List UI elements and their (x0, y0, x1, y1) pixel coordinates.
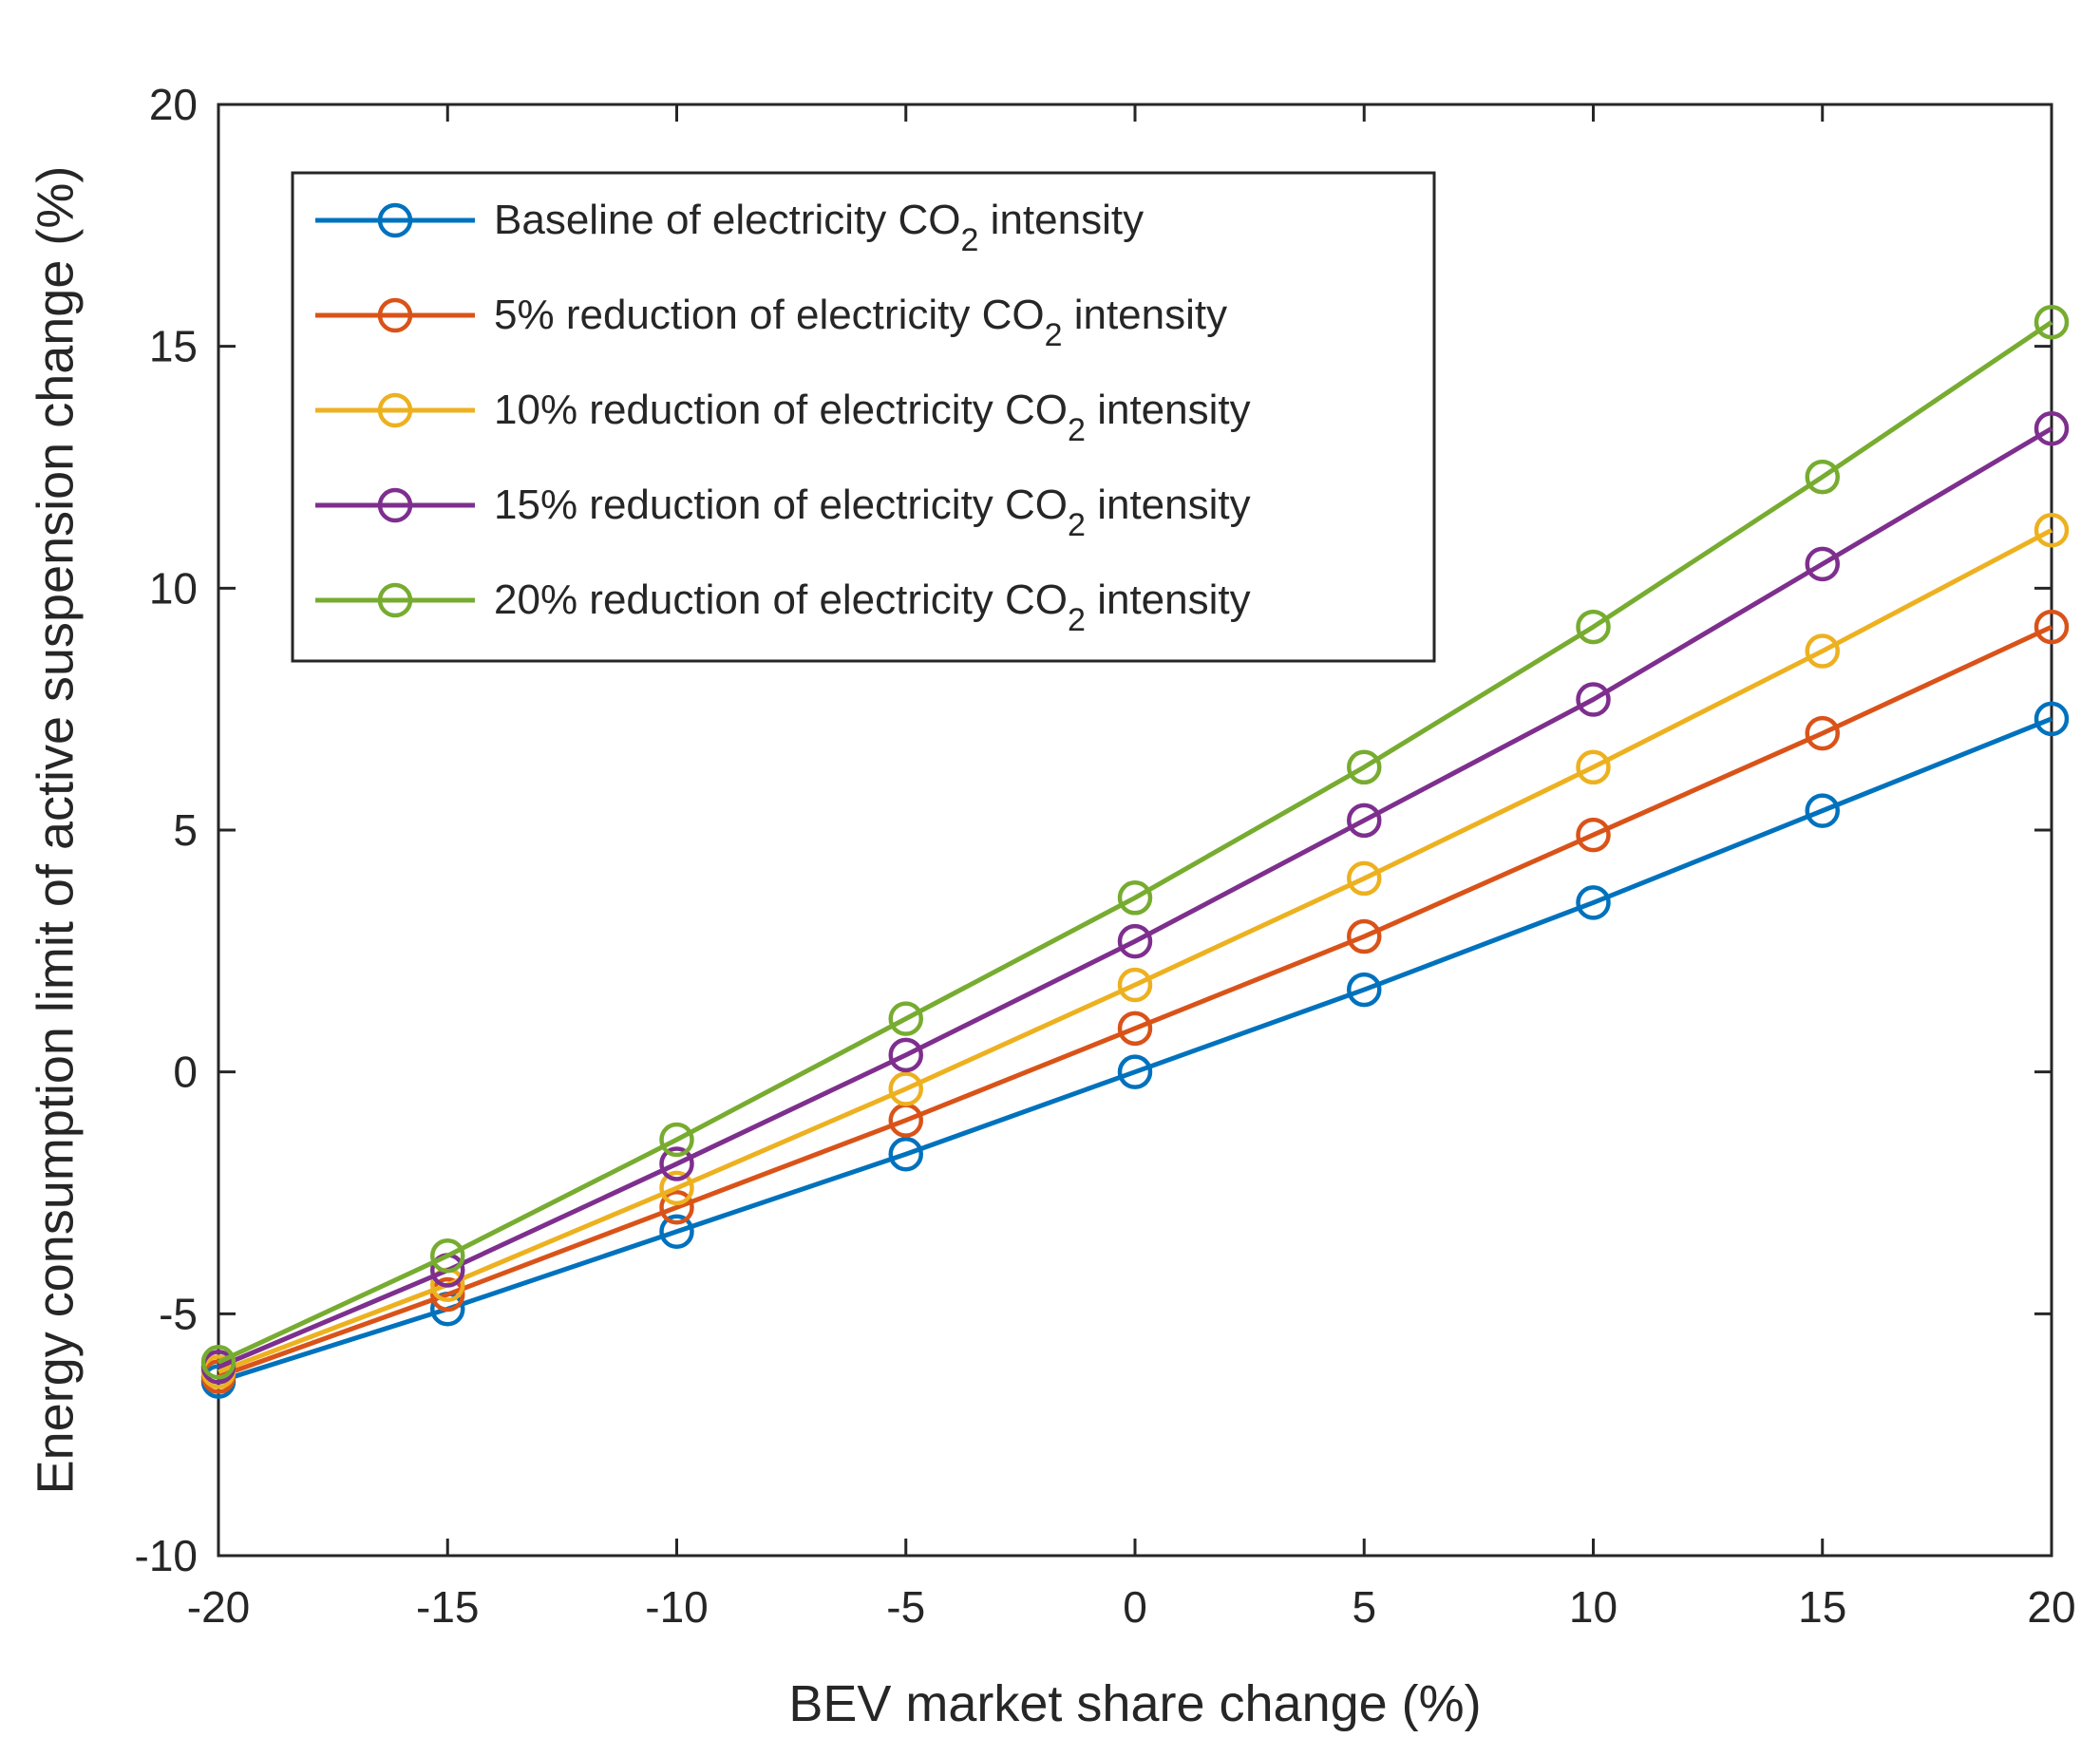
data-point (888, 1037, 923, 1073)
legend-label-suffix: intensity (1062, 292, 1227, 338)
x-tick-label: -15 (416, 1582, 479, 1632)
legend-marker (377, 487, 413, 523)
legend-label: 15% reduction of electricity CO2 intensi… (494, 482, 1251, 543)
data-point (659, 1122, 694, 1158)
data-point (1576, 817, 1611, 853)
data-point (1117, 1011, 1153, 1047)
data-point (1805, 793, 1840, 828)
data-point (2034, 609, 2070, 645)
legend-box (291, 171, 1436, 663)
series-layer (200, 304, 2070, 1399)
legend-label-subscript: 2 (1068, 507, 1086, 543)
series-3 (200, 411, 2070, 1385)
legend-label: 20% reduction of electricity CO2 intensi… (494, 576, 1251, 638)
legend-marker (377, 297, 413, 333)
legend-marker (377, 582, 413, 618)
legend-label-main: Baseline of electricity CO (494, 197, 961, 243)
y-tick-label: 5 (173, 805, 198, 855)
y-tick-label: 15 (149, 322, 198, 371)
data-point (1347, 803, 1382, 839)
x-tick-label: -10 (645, 1582, 708, 1632)
series-line (218, 716, 2053, 1385)
data-point (1805, 633, 1840, 669)
y-tick-label: 0 (173, 1048, 198, 1097)
x-tick-label: 15 (1798, 1582, 1846, 1632)
data-point (888, 1071, 923, 1106)
legend-label-subscript: 2 (961, 222, 979, 258)
data-point (659, 1146, 694, 1181)
data-point (1347, 972, 1382, 1008)
legend-label-suffix: intensity (1086, 482, 1251, 528)
data-point (1576, 885, 1611, 920)
x-tick-label: 5 (1352, 1582, 1376, 1632)
data-point (888, 1137, 923, 1172)
data-point (1576, 682, 1611, 717)
legend-label: 5% reduction of electricity CO2 intensit… (494, 292, 1227, 353)
data-point (430, 1276, 465, 1313)
legend-label-suffix: intensity (1086, 387, 1251, 433)
data-point (2034, 411, 2070, 446)
x-axis: -20 -15 -10 -5 0 5 10 15 20 (187, 104, 2076, 1632)
legend: Baseline of electricity CO2 intensity5% … (291, 171, 1436, 663)
legend-item: 20% reduction of electricity CO2 intensi… (315, 576, 1251, 638)
y-axis: -10 -5 0 5 10 15 20 (135, 80, 2052, 1580)
data-point (1117, 967, 1153, 1003)
legend-item: 10% reduction of electricity CO2 intensi… (315, 387, 1251, 448)
y-axis-title: Energy consumption limit of active suspe… (27, 166, 84, 1495)
data-point (1347, 860, 1382, 897)
data-point (1347, 918, 1382, 954)
legend-marker (377, 392, 413, 428)
legend-label-subscript: 2 (1068, 602, 1086, 638)
series-line (218, 426, 2053, 1370)
legend-item: 5% reduction of electricity CO2 intensit… (315, 292, 1227, 353)
legend-item: 15% reduction of electricity CO2 intensi… (315, 482, 1251, 543)
legend-label-main: 15% reduction of electricity CO (494, 482, 1068, 528)
y-tick-label: -5 (159, 1289, 198, 1338)
data-point (2034, 304, 2070, 340)
legend-label-main: 10% reduction of electricity CO (494, 387, 1068, 433)
data-point (1805, 546, 1840, 582)
series-4 (200, 304, 2070, 1380)
legend-marker (377, 202, 413, 238)
legend-label-suffix: intensity (978, 197, 1144, 243)
y-tick-label: 20 (149, 80, 198, 129)
data-point (200, 1345, 236, 1380)
x-tick-label: 10 (1569, 1582, 1618, 1632)
legend-item: Baseline of electricity CO2 intensity (315, 197, 1144, 258)
y-tick-label: 10 (149, 563, 198, 613)
data-point (1117, 880, 1153, 916)
legend-label: 10% reduction of electricity CO2 intensi… (494, 387, 1251, 448)
x-tick-label: 0 (1123, 1582, 1147, 1632)
legend-label-subscript: 2 (1068, 412, 1086, 448)
data-point (1117, 923, 1153, 959)
legend-label-subscript: 2 (1045, 317, 1063, 353)
data-point (888, 1001, 923, 1036)
x-tick-label: 20 (2027, 1582, 2075, 1632)
legend-label-main: 5% reduction of electricity CO (494, 292, 1045, 338)
legend-label-main: 20% reduction of electricity CO (494, 576, 1068, 623)
x-tick-label: -5 (886, 1582, 925, 1632)
data-point (659, 1190, 694, 1225)
data-point (430, 1237, 465, 1274)
data-point (2034, 512, 2070, 548)
data-point (2034, 701, 2070, 737)
series-line (218, 624, 2053, 1379)
data-point (659, 1214, 694, 1249)
y-tick-label: -10 (135, 1531, 198, 1580)
data-point (1347, 749, 1382, 785)
x-tick-label: -20 (187, 1582, 250, 1632)
legend-label-suffix: intensity (1086, 576, 1251, 623)
series-line (218, 528, 2053, 1374)
data-point (1576, 749, 1611, 785)
series-line (217, 320, 2053, 1365)
data-point (1805, 459, 1840, 495)
data-point (1805, 715, 1840, 751)
data-point (1576, 609, 1611, 645)
legend-label: Baseline of electricity CO2 intensity (494, 197, 1144, 258)
data-point (659, 1170, 694, 1206)
data-point (1117, 1054, 1153, 1089)
x-axis-title: BEV market share change (%) (788, 1675, 1481, 1732)
